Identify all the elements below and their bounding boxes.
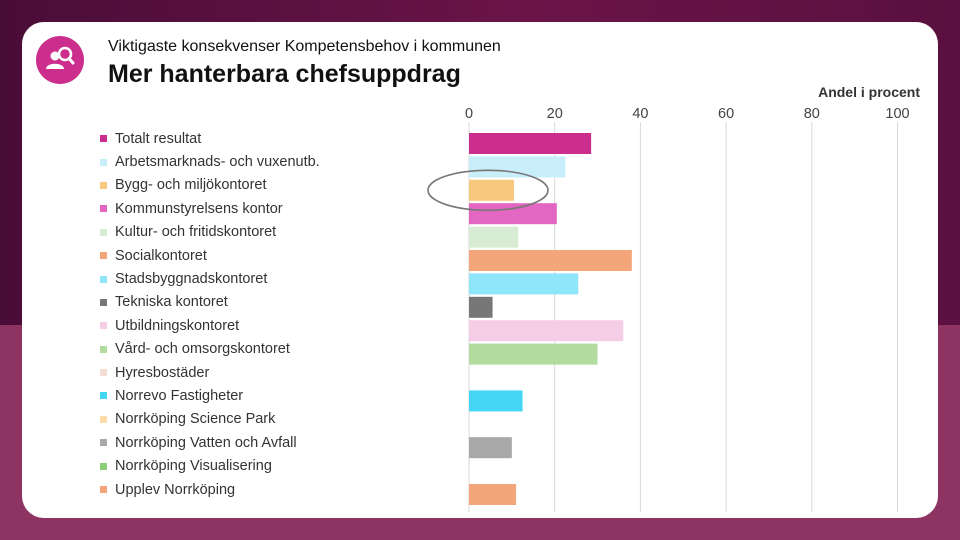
legend-entry: Utbildningskontoret <box>100 314 320 337</box>
legend-swatch <box>100 486 107 494</box>
bar <box>469 390 523 412</box>
bar <box>469 250 632 271</box>
legend-swatch <box>100 369 107 377</box>
legend-label: Stadsbyggnadskontoret <box>115 271 268 288</box>
legend-entry: Upplev Norrköping <box>100 478 320 501</box>
legend-entry: Hyresbostäder <box>100 361 320 384</box>
legend-label: Totalt resultat <box>115 130 202 147</box>
legend-swatch <box>100 415 107 423</box>
legend-entry: Stadsbyggnadskontoret <box>100 267 320 290</box>
legend-swatch <box>100 252 107 260</box>
person-search-icon <box>36 36 84 84</box>
legend-label: Arbetsmarknads- och vuxenutb. <box>115 154 320 171</box>
legend-swatch <box>100 158 107 166</box>
legend-entry: Totalt resultat <box>100 127 320 150</box>
legend-swatch <box>100 275 107 283</box>
legend-label: Norrköping Science Park <box>115 411 276 428</box>
legend-entry: Arbetsmarknads- och vuxenutb. <box>100 150 320 173</box>
slide-title: Mer hanterbara chefsuppdrag <box>108 60 461 88</box>
annotation-ellipse <box>427 169 549 212</box>
chart-legend: Totalt resultat Arbetsmarknads- och vuxen… <box>100 127 320 501</box>
legend-swatch <box>100 439 107 447</box>
bar-chart: 0 20 40 60 80 100 <box>427 106 910 512</box>
legend-entry: Norrevo Fastigheter <box>100 384 320 407</box>
bar <box>469 343 598 365</box>
legend-label: Norrköping Visualisering <box>115 458 272 475</box>
x-tick-label: 0 <box>465 106 473 122</box>
legend-label: Bygg- och miljökontoret <box>115 177 267 194</box>
x-tick-label: 80 <box>804 106 820 122</box>
bar <box>469 273 579 295</box>
legend-label: Norrevo Fastigheter <box>115 387 244 404</box>
legend-swatch <box>100 462 107 470</box>
bar <box>469 133 592 154</box>
legend-entry: Bygg- och miljökontoret <box>100 174 320 197</box>
bar <box>469 156 566 178</box>
slide-subtitle: Viktigaste konsekvenser Kompetensbehov i… <box>108 38 501 55</box>
legend-swatch <box>100 181 107 189</box>
legend-swatch <box>100 392 107 400</box>
legend-label: Kommunstyrelsens kontor <box>115 200 283 217</box>
bar <box>469 437 512 459</box>
legend-label: Hyresbostäder <box>115 364 210 381</box>
bar <box>469 226 519 248</box>
legend-entry: Tekniska kontoret <box>100 291 320 314</box>
legend-entry: Norrköping Science Park <box>100 408 320 431</box>
legend-entry: Norrköping Vatten och Avfall <box>100 431 320 454</box>
legend-swatch <box>100 228 107 236</box>
legend-label: Kultur- och fritidskontoret <box>115 224 277 241</box>
legend-label: Utbildningskontoret <box>115 317 240 334</box>
bar <box>469 484 517 505</box>
legend-label: Norrköping Vatten och Avfall <box>115 434 297 451</box>
legend-label: Socialkontoret <box>115 247 207 264</box>
legend-entry: Kommunstyrelsens kontor <box>100 197 320 220</box>
legend-swatch <box>100 345 107 353</box>
legend-entry: Socialkontoret <box>100 244 320 267</box>
legend-swatch <box>100 205 107 213</box>
legend-entry: Norrköping Visualisering <box>100 454 320 477</box>
legend-label: Upplev Norrköping <box>115 481 236 498</box>
x-tick-label: 40 <box>632 106 648 122</box>
bar <box>469 179 514 201</box>
axis-title: Andel i procent <box>818 84 920 100</box>
x-tick-label: 20 <box>547 106 563 122</box>
bar <box>469 320 624 342</box>
legend-swatch <box>100 298 107 306</box>
legend-entry: Kultur- och fritidskontoret <box>100 221 320 244</box>
bar <box>469 296 493 318</box>
legend-label: Tekniska kontoret <box>115 294 228 311</box>
bar <box>469 203 557 225</box>
legend-label: Vård- och omsorgskontoret <box>115 341 290 358</box>
x-tick-label: 60 <box>718 106 734 122</box>
legend-swatch <box>100 322 107 330</box>
legend-swatch <box>100 135 107 143</box>
slide-card: Viktigaste konsekvenser Kompetensbehov i… <box>22 22 938 518</box>
x-tick-label: 100 <box>885 106 909 122</box>
legend-entry: Vård- och omsorgskontoret <box>100 338 320 361</box>
